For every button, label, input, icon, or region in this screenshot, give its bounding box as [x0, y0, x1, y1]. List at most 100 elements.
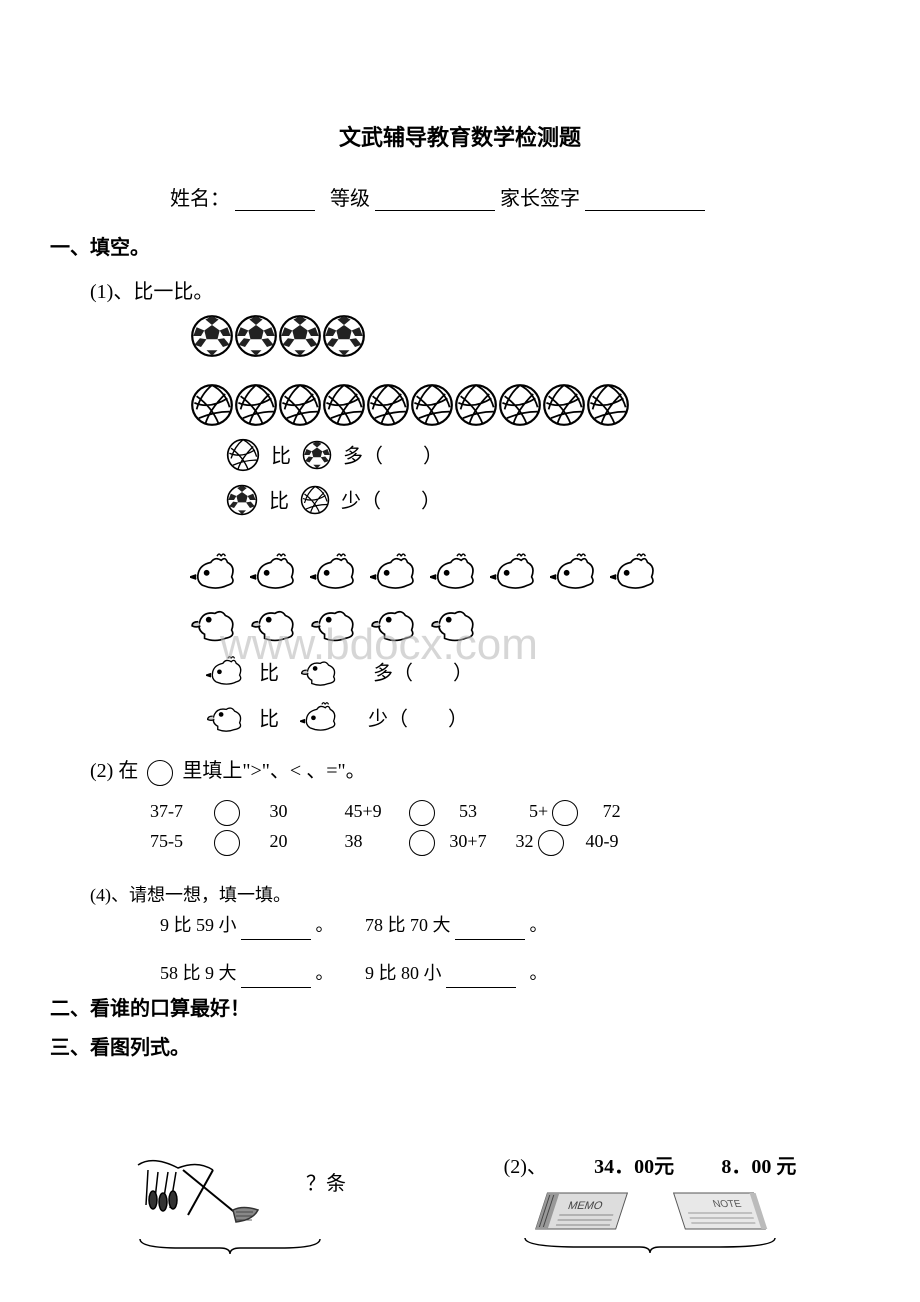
chicken-icon: [206, 655, 248, 695]
note-text: NOTE: [712, 1199, 743, 1210]
q-tiao: ？条: [306, 1173, 346, 1195]
chicken-icon: [300, 701, 342, 741]
parent-blank[interactable]: [585, 189, 705, 211]
duck-icon: [206, 701, 248, 741]
answer-circle[interactable]: [552, 800, 578, 826]
expr: 37-7: [150, 796, 210, 826]
soccer-icon: [226, 484, 258, 522]
fish-problem: ？条: [100, 1150, 360, 1261]
section-1: 一、填空。: [50, 231, 830, 260]
soccer-icon: [278, 314, 322, 363]
chicken-icon: [490, 552, 542, 599]
answer-circle[interactable]: [214, 800, 240, 826]
volleyball-icon: [454, 383, 498, 432]
q2-grid: 37-7 30 45+9 53 5+ 72 75-5 20 38 30+7 32…: [150, 796, 830, 856]
bi-text: 比: [269, 491, 289, 513]
answer-blank[interactable]: [241, 922, 311, 940]
compare-line-4: 比 少（ ）: [200, 701, 830, 741]
chicken-icon: [610, 552, 662, 599]
q4-text: 58 比 9 大: [160, 963, 237, 983]
volleyball-icon: [300, 485, 330, 521]
volleyball-icon: [278, 383, 322, 432]
compare-line-2: 比 少（ ）: [220, 484, 830, 522]
chicken-icon: [370, 552, 422, 599]
fish-drawing-icon: [118, 1150, 298, 1230]
q4-text: 9 比 59 小: [160, 915, 237, 935]
q1-label: (1)、比一比。: [90, 275, 830, 304]
memo-notebook-icon: MEMO: [525, 1185, 635, 1235]
duck-row: [190, 603, 830, 650]
bi-text: 比: [259, 663, 279, 685]
parent-label: 家长签字: [500, 188, 580, 210]
compare-line-3: 比 多（ ）: [200, 655, 830, 695]
price-2: 8．00 元: [721, 1150, 796, 1179]
more-text: 多（ ）: [343, 446, 443, 468]
section-2: 二、看谁的口算最好！: [50, 992, 830, 1021]
chicken-icon: [430, 552, 482, 599]
period: 。: [530, 963, 548, 983]
soccer-row: [190, 314, 830, 363]
volleyball-icon: [226, 438, 260, 478]
less-text: 少（ ）: [368, 708, 468, 730]
chicken-icon: [250, 552, 302, 599]
circle-sample: [147, 760, 173, 786]
answer-circle[interactable]: [214, 830, 240, 856]
soccer-icon: [302, 440, 332, 476]
answer-circle[interactable]: [409, 800, 435, 826]
compare-line-1: 比 多（ ）: [220, 438, 830, 478]
more-text: 多（ ）: [373, 663, 473, 685]
expr: 20: [249, 826, 309, 856]
q4-label: (4)、请想一想，填一填。: [90, 880, 830, 910]
volleyball-icon: [542, 383, 586, 432]
answer-blank[interactable]: [241, 970, 311, 988]
bi-text: 比: [271, 446, 291, 468]
chicken-icon: [550, 552, 602, 599]
volleyball-icon: [586, 383, 630, 432]
q2-pre: (2) 在: [90, 760, 138, 782]
soccer-icon: [234, 314, 278, 363]
q4-block: (4)、请想一想，填一填。 9 比 59 小 。 78 比 70 大 。 58 …: [90, 880, 830, 988]
q4-text: 78 比 70 大: [365, 915, 451, 935]
soccer-icon: [190, 314, 234, 363]
less-text: 少（ ）: [341, 491, 441, 513]
expr: 75-5: [150, 826, 210, 856]
expr: 72: [587, 796, 637, 826]
grade-label: 等级: [330, 188, 370, 210]
brace: [100, 1236, 360, 1261]
section-3: 三、看图列式。: [50, 1031, 830, 1060]
chicken-icon: [310, 552, 362, 599]
volleyball-icon: [322, 383, 366, 432]
expr: 5+: [529, 796, 548, 826]
soccer-icon: [322, 314, 366, 363]
expr: 30: [249, 796, 309, 826]
bi-text: 比: [259, 708, 279, 730]
volleyball-icon: [234, 383, 278, 432]
page-title: 文武辅导教育数学检测题: [90, 120, 830, 152]
duck-icon: [430, 603, 482, 650]
price-1: 34．00元: [594, 1150, 674, 1179]
answer-circle[interactable]: [409, 830, 435, 856]
grade-blank[interactable]: [375, 189, 495, 211]
answer-blank[interactable]: [446, 970, 516, 988]
q2-num: (2)、: [504, 1150, 547, 1179]
expr: 53: [443, 796, 493, 826]
duck-icon: [310, 603, 362, 650]
duck-icon: [190, 603, 242, 650]
answer-circle[interactable]: [538, 830, 564, 856]
info-line: 姓名： 等级 家长签字: [170, 182, 830, 211]
volleyball-icon: [366, 383, 410, 432]
chicken-icon: [190, 552, 242, 599]
volleyball-icon: [498, 383, 542, 432]
bottom-row: ？条 (2)、 34．00元 8．00 元 MEMO: [90, 1150, 830, 1261]
period: 。: [316, 963, 334, 983]
q4-text: 9 比 80 小: [365, 963, 442, 983]
brace: [480, 1235, 820, 1260]
answer-blank[interactable]: [455, 922, 525, 940]
volleyball-icon: [410, 383, 454, 432]
duck-icon: [300, 655, 342, 695]
chicken-row: [190, 552, 830, 599]
expr: 40-9: [572, 826, 632, 856]
period: 。: [530, 915, 548, 935]
volleyball-icon: [190, 383, 234, 432]
name-blank[interactable]: [235, 189, 315, 211]
